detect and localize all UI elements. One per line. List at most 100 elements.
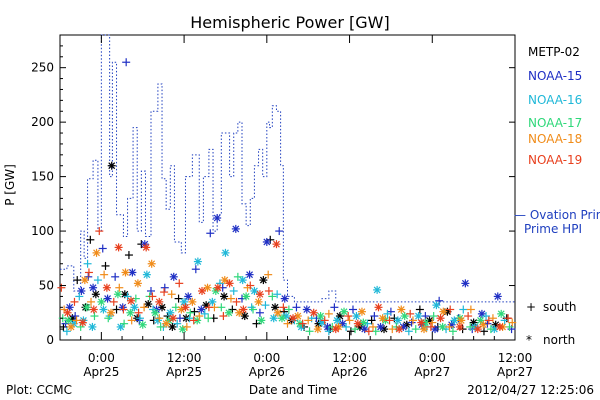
data-point-noaa-19: [114, 243, 123, 252]
y-tick-label: 250: [31, 61, 54, 75]
data-point-noaa-18: [445, 322, 454, 331]
data-point-noaa-19: [426, 322, 435, 331]
data-point-noaa-15: [302, 305, 311, 314]
data-point-noaa-16: [221, 248, 230, 257]
data-point-noaa-19: [63, 308, 72, 317]
data-point-noaa-15: [169, 272, 178, 281]
data-point-noaa-19: [70, 297, 79, 306]
data-point-noaa-16: [208, 297, 217, 306]
data-point-noaa-19: [148, 292, 157, 301]
x-axis-label: Date and Time: [249, 383, 337, 397]
legend-metp-02: METP-02: [528, 45, 580, 59]
data-point-noaa-15: [128, 268, 137, 277]
data-point-metp-02: [228, 305, 237, 314]
data-point-noaa-18: [155, 314, 164, 323]
footer-plot-source: Plot: CCMC: [6, 383, 72, 397]
legend-noaa-17: NOAA-17: [528, 116, 582, 130]
data-point-noaa-16: [282, 312, 291, 321]
data-point-noaa-17: [178, 325, 187, 334]
data-point-noaa-19: [127, 296, 136, 305]
data-point-noaa-17: [466, 322, 475, 331]
data-point-noaa-19: [225, 279, 234, 288]
data-point-noaa-15: [255, 308, 264, 317]
data-point-noaa-18: [127, 316, 136, 325]
data-point-noaa-18: [182, 322, 191, 331]
scatter-points-layer: [57, 58, 517, 336]
data-point-noaa-19: [374, 303, 383, 312]
data-point-noaa-15: [461, 279, 470, 288]
data-point-noaa-18: [304, 316, 313, 325]
data-point-noaa-19: [364, 327, 373, 336]
data-point-noaa-18: [107, 308, 116, 317]
data-point-noaa-18: [115, 283, 124, 292]
ovation-hpi-layer: [60, 34, 515, 303]
data-point-noaa-16: [142, 270, 151, 279]
y-tick-label: 0: [46, 333, 54, 347]
data-point-noaa-15: [292, 303, 301, 312]
data-point-noaa-19: [189, 316, 198, 325]
data-point-noaa-17: [429, 312, 438, 321]
data-point-noaa-19: [395, 325, 404, 334]
data-point-noaa-18: [508, 318, 517, 327]
data-point-noaa-18: [368, 322, 377, 331]
data-point-noaa-16: [404, 327, 413, 336]
data-point-noaa-18: [80, 276, 89, 285]
data-point-noaa-15: [435, 296, 444, 305]
y-tick-label: 200: [31, 115, 54, 129]
data-point-noaa-18: [235, 308, 244, 317]
data-point-noaa-19: [455, 322, 464, 331]
data-point-noaa-16: [99, 305, 108, 314]
data-point-noaa-16: [383, 309, 392, 318]
data-point-noaa-15: [330, 303, 339, 312]
data-point-metp-02: [415, 305, 424, 314]
data-point-noaa-19: [406, 309, 415, 318]
data-point-noaa-18: [345, 316, 354, 325]
data-point-noaa-19: [119, 305, 128, 314]
data-point-metp-02: [346, 327, 355, 336]
data-point-metp-02: [112, 305, 121, 314]
data-point-noaa-18: [121, 268, 130, 277]
y-axis-label: P [GW]: [3, 164, 17, 206]
data-point-noaa-19: [320, 316, 329, 325]
data-point-noaa-15: [160, 283, 169, 292]
footer-timestamp: 2012/04/27 12:25:06: [467, 383, 594, 397]
data-point-noaa-15: [184, 292, 193, 301]
data-point-noaa-18: [162, 319, 171, 328]
data-point-noaa-15: [206, 229, 215, 238]
x-tick-label-time: 12:00: [498, 351, 533, 365]
data-point-noaa-16: [135, 314, 144, 323]
data-point-noaa-19: [504, 314, 513, 323]
data-point-noaa-19: [89, 305, 98, 314]
legend-south-marker: +: [526, 300, 536, 314]
data-point-noaa-19: [219, 312, 228, 321]
data-point-noaa-18: [147, 259, 156, 268]
data-point-noaa-15: [348, 305, 357, 314]
ovation-hpi-line: [60, 34, 515, 303]
data-point-noaa-17: [371, 327, 380, 336]
data-point-noaa-19: [436, 314, 445, 323]
data-point-noaa-17: [268, 292, 277, 301]
data-point-noaa-17: [126, 308, 135, 317]
data-point-noaa-18: [133, 279, 142, 288]
data-point-noaa-16: [130, 303, 139, 312]
data-point-metp-02: [220, 292, 229, 301]
satellite-legend: METP-02 NOAA-15 NOAA-16 NOAA-17 NOAA-18 …: [514, 45, 600, 347]
data-point-noaa-15: [103, 294, 112, 303]
data-point-noaa-15: [71, 312, 80, 321]
data-point-metp-02: [91, 290, 100, 299]
data-point-noaa-19: [417, 318, 426, 327]
data-point-noaa-16: [180, 297, 189, 306]
data-point-noaa-16: [261, 301, 270, 310]
data-point-noaa-17: [138, 320, 147, 329]
chart-title: Hemispheric Power [GW]: [190, 13, 389, 32]
legend-noaa-19: NOAA-19: [528, 153, 582, 167]
data-point-noaa-18: [220, 276, 229, 285]
data-point-noaa-17: [486, 325, 495, 334]
data-point-noaa-16: [200, 309, 209, 318]
data-point-noaa-16: [123, 292, 132, 301]
data-point-metp-02: [107, 161, 116, 170]
legend-ovation-prime-hpi: — Ovation Prime HPI: [514, 208, 600, 222]
data-point-metp-02: [86, 235, 95, 244]
data-point-noaa-16: [500, 316, 509, 325]
data-point-noaa-18: [140, 303, 149, 312]
